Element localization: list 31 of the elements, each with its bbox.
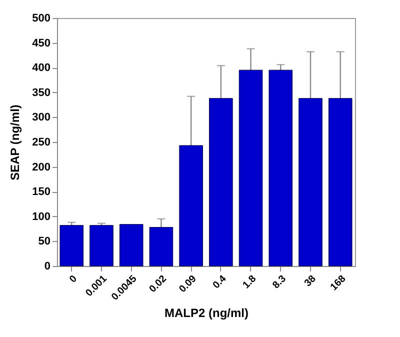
y-axis-title: SEAP (ng/ml) [8, 104, 22, 180]
bar [119, 224, 144, 266]
x-tick-label: 0.02 [147, 273, 170, 296]
y-tick-label: 300 [32, 112, 50, 124]
y-tick-label: 250 [32, 136, 50, 148]
x-tick-label: 0.4 [211, 273, 230, 292]
bar [238, 70, 263, 266]
x-tick-label: 0.09 [177, 273, 200, 296]
y-tick-label: 500 [32, 12, 50, 24]
y-tick-label: 150 [32, 186, 50, 198]
y-tick-label: 450 [32, 37, 50, 50]
x-tick-label: 8.3 [270, 273, 289, 292]
y-tick-label: 100 [32, 210, 50, 223]
x-tick-label: 38 [302, 273, 319, 290]
bar [268, 70, 293, 266]
y-tick-label: 350 [32, 86, 50, 99]
bar [298, 98, 322, 266]
bar [90, 225, 114, 266]
bar [209, 98, 233, 266]
y-tick-label: 0 [44, 260, 50, 272]
y-tick-label: 400 [32, 62, 50, 74]
bar [149, 227, 174, 266]
x-tick-label: 0 [68, 273, 80, 286]
x-axis-title: MALP2 (ng/ml) [164, 306, 248, 320]
bar [179, 145, 203, 266]
y-tick-label: 50 [38, 236, 50, 248]
bar [328, 98, 352, 266]
y-tick-label: 200 [32, 161, 50, 174]
bar [60, 225, 84, 266]
x-tick-label: 1.8 [240, 273, 259, 292]
x-tick-label: 168 [328, 273, 348, 294]
